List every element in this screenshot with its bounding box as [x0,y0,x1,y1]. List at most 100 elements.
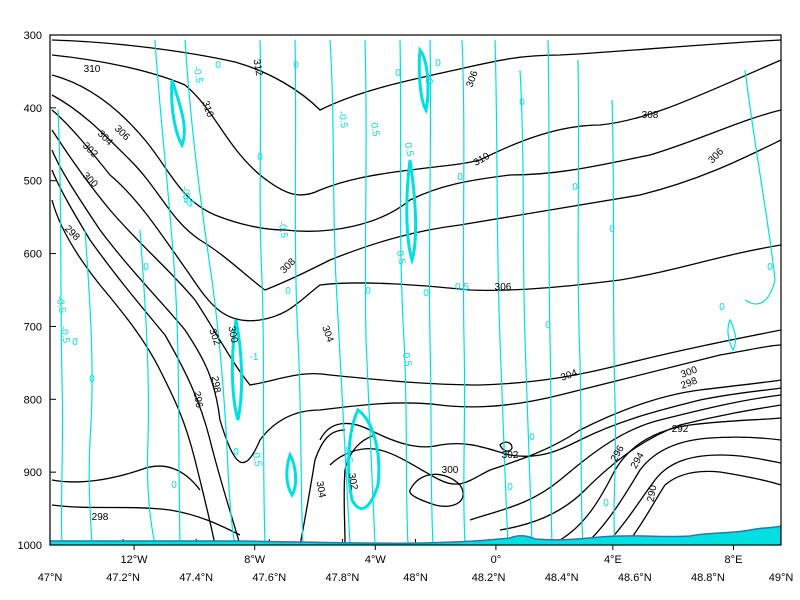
theta-contour-300-a [51,169,241,545]
contour-label: 302 [206,327,222,347]
y-tick-label: 600 [24,249,42,261]
contour-label: 0 [507,482,513,493]
x-tick-label: 48.8°N [691,572,725,584]
contour-label: 302 [502,450,519,461]
theta-contour-298-a [51,199,216,545]
omega-strong-4 [347,407,381,510]
contour-label: 304 [314,480,328,499]
omega-strong-1 [170,79,186,149]
y-tick-label: 1000 [18,540,42,552]
contour-label: 308 [642,110,659,121]
omega-contour-11 [428,39,434,545]
lon-tick-label: 4°W [365,554,387,566]
contour-label: 0 [609,224,615,235]
contour-label: 0 [257,152,263,163]
contour-label: 0 [529,432,535,443]
theta-contour-292 [609,454,781,541]
contour-label: 0 [143,262,149,273]
theta-contour-308 [51,74,781,232]
contour-label: 298 [209,375,223,394]
contour-label: -1 [250,352,259,363]
contour-label: -0.5 [179,185,193,204]
contour-label: 0 [293,60,299,71]
contour-label: 306 [112,123,132,143]
theta-contour-296 [559,417,781,541]
contour-label: -0.5 [58,325,72,344]
contour-label: 0 [423,288,429,299]
contour-label: 0 [457,172,463,183]
x-tick-label: 48.2°N [472,572,506,584]
x-axis-bottom-tick-labels: 47°N 47.2°N 47.4°N 47.6°N 47.8°N 48°N 48.2°N 48… [38,539,794,584]
contour-label: 0 [395,68,401,79]
theta-contour-300-b [329,379,781,485]
theta-contour-294 [589,436,781,541]
contour-label: 0.5 [368,122,381,138]
contour-label: 0 [171,480,177,491]
x-tick-label: 49°N [769,572,794,584]
omega-contour-19 [727,318,737,352]
omega-contours [57,39,776,545]
contour-label: 0 [72,337,78,348]
omega-contour-5 [184,39,236,545]
theta-contour-290 [629,470,781,541]
contour-label: 0 [215,60,221,71]
x-tick-label: 47.6°N [252,572,286,584]
contour-label: 0 [435,58,441,69]
x-tick-label: 47.4°N [179,572,213,584]
omega-contour-18 [744,69,776,305]
omega-strong-contours [170,46,430,510]
theta-contour-300-e [51,465,201,491]
contour-label: 0 [767,262,773,273]
omega-contour-4 [154,39,181,545]
theta-contours [51,39,781,545]
omega-contour-1 [57,109,64,545]
omega-contour-15 [547,39,553,545]
contour-label: 310 [472,151,492,169]
omega-contour-9 [364,39,376,545]
theta-contour-298-b [499,404,781,531]
y-axis-tick-labels: 300 400 500 600 700 800 900 1000 [18,30,56,552]
y-tick-label: 800 [24,394,42,406]
orography [50,525,781,545]
omega-contour-3 [139,229,156,545]
contour-label: -0.5 [54,295,68,314]
contour-label: 0.5 [250,452,263,468]
contour-label: 0 [603,498,609,509]
contour-label: 0 [719,302,725,313]
y-tick-label: 300 [24,30,42,42]
x-tick-label: 47.2°N [106,572,140,584]
omega-contour-10 [399,39,409,545]
plot-frame [49,34,782,546]
contour-label: 0 [423,78,435,86]
lon-tick-label: 0° [491,554,502,566]
omega-strong-6 [405,159,418,266]
theta-contour-302-c [343,434,376,545]
omega-contour-8 [329,39,351,545]
contour-label: 304 [559,367,579,383]
omega-contour-16 [577,59,584,545]
contour-label: 0.5 [402,142,415,158]
contour-label: 0.5 [455,282,469,293]
lon-tick-label: 12°W [121,554,149,566]
contour-label: -0.5 [191,65,205,84]
contour-label: 296 [609,443,627,463]
theta-contour-300-d [469,394,781,521]
plot-area [50,39,781,545]
y-tick-label: 500 [24,176,42,188]
omega-strong-2 [230,319,244,421]
theta-contour-304 [51,129,781,386]
x-tick-label: 47°N [38,572,63,584]
y-tick-label: 700 [24,321,42,333]
theta-contour-310-a [51,54,781,196]
y-tick-label: 400 [24,103,42,115]
contour-label: 298 [62,223,82,243]
omega-contour-2 [84,229,93,545]
contour-label: 304 [319,324,335,344]
theta-contour-304-b [299,429,346,545]
contour-label: 306 [465,69,481,89]
contour-label: -0.5 [336,110,350,129]
lon-tick-label: 4°E [604,554,622,566]
x-axis-top-tick-labels: 12°W 8°W 4°W 0° 4°E 8°E [121,545,742,566]
y-tick-label: 900 [24,467,42,479]
